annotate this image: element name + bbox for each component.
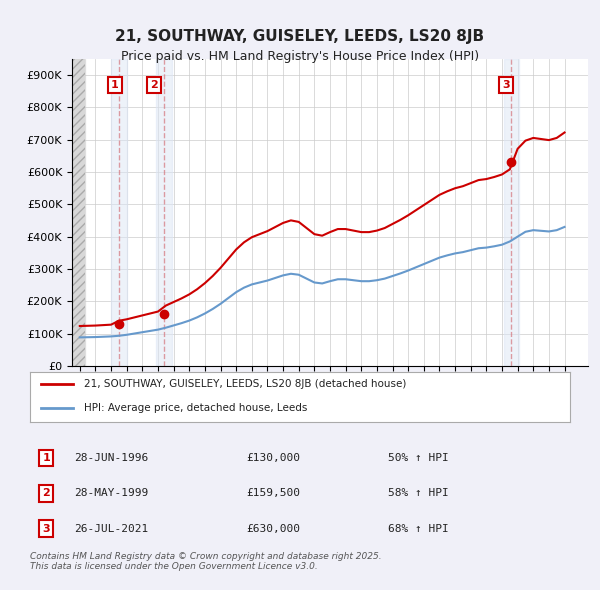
Text: £130,000: £130,000 [246,453,300,463]
Bar [111,59,127,366]
Text: 21, SOUTHWAY, GUISELEY, LEEDS, LS20 8JB (detached house): 21, SOUTHWAY, GUISELEY, LEEDS, LS20 8JB … [84,379,406,389]
Text: 2: 2 [150,80,158,90]
Text: 26-JUL-2021: 26-JUL-2021 [74,524,148,533]
Text: 2: 2 [43,489,50,498]
Text: 21, SOUTHWAY, GUISELEY, LEEDS, LS20 8JB: 21, SOUTHWAY, GUISELEY, LEEDS, LS20 8JB [115,30,485,44]
Text: 58% ↑ HPI: 58% ↑ HPI [388,489,449,498]
Text: Price paid vs. HM Land Registry's House Price Index (HPI): Price paid vs. HM Land Registry's House … [121,50,479,63]
Text: 28-MAY-1999: 28-MAY-1999 [74,489,148,498]
Text: 1: 1 [111,80,119,90]
Text: 3: 3 [43,524,50,533]
Text: 68% ↑ HPI: 68% ↑ HPI [388,524,449,533]
Bar [503,59,519,366]
Text: HPI: Average price, detached house, Leeds: HPI: Average price, detached house, Leed… [84,403,307,413]
Text: £159,500: £159,500 [246,489,300,498]
Text: 3: 3 [502,80,510,90]
Text: 1: 1 [43,453,50,463]
Text: £630,000: £630,000 [246,524,300,533]
Bar [72,59,85,366]
Text: 28-JUN-1996: 28-JUN-1996 [74,453,148,463]
Text: 50% ↑ HPI: 50% ↑ HPI [388,453,449,463]
Bar [72,59,85,366]
Text: Contains HM Land Registry data © Crown copyright and database right 2025.
This d: Contains HM Land Registry data © Crown c… [30,552,382,571]
Bar [157,59,172,366]
